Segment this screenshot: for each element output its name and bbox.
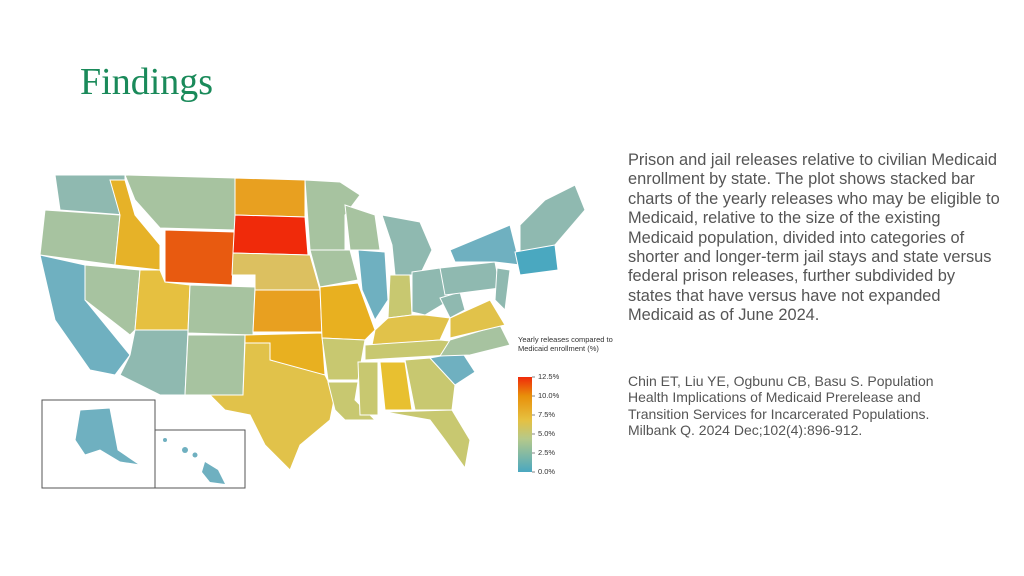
description: Prison and jail releases relative to civ… bbox=[628, 151, 1000, 325]
states bbox=[39, 174, 586, 471]
inset-state bbox=[74, 407, 141, 466]
inset-state bbox=[182, 447, 188, 453]
inset-state bbox=[202, 462, 225, 484]
legend-tick-label: 2.5% bbox=[538, 448, 555, 457]
legend-colorbar bbox=[518, 377, 532, 472]
slide-title: Findings bbox=[80, 61, 214, 103]
legend-tick-label: 7.5% bbox=[538, 410, 555, 419]
legend-title: Yearly releases compared to Medicaid enr… bbox=[518, 335, 613, 353]
citation: Chin ET, Liu YE, Ogbunu CB, Basu S. Popu… bbox=[628, 373, 934, 439]
inset-state bbox=[163, 438, 167, 442]
inset-state bbox=[192, 452, 198, 458]
legend-tick-label: 10.0% bbox=[538, 391, 560, 400]
inset-frame bbox=[154, 429, 246, 489]
legend-tick-label: 5.0% bbox=[538, 429, 555, 438]
legend-tick-label: 12.5% bbox=[538, 372, 560, 381]
legend-tick-label: 0.0% bbox=[538, 467, 555, 476]
